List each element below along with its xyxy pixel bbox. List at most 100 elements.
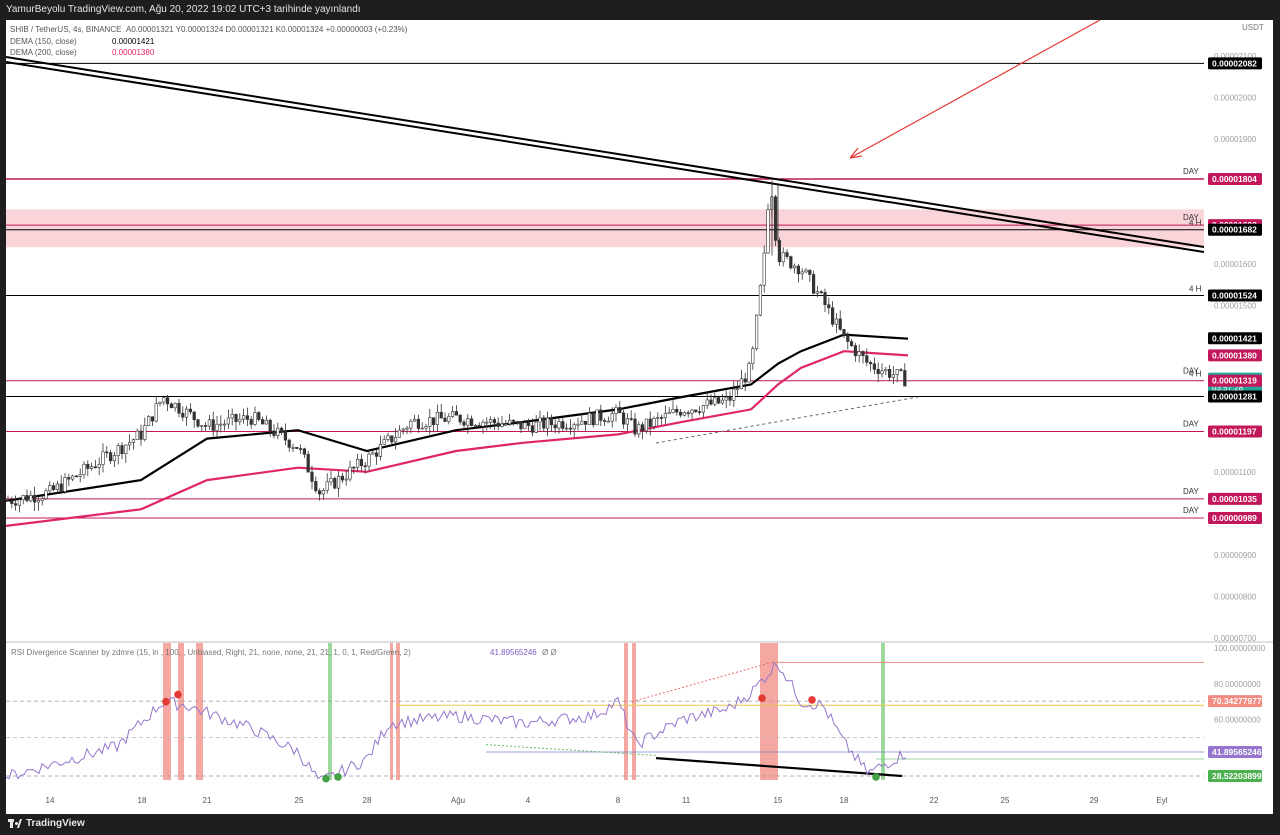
candle-body <box>511 419 516 422</box>
candle-body <box>302 448 307 455</box>
candle-body <box>105 451 109 454</box>
candle-body <box>196 419 200 427</box>
candle-body <box>868 362 873 365</box>
candle-body <box>283 431 288 441</box>
candle-body <box>903 370 907 387</box>
rsi-legend: RSI Divergence Scanner by zdmre (15, ln … <box>11 648 557 657</box>
candle-body <box>724 396 728 401</box>
level-note: DAY <box>1183 213 1200 222</box>
candle-body <box>359 458 364 467</box>
bearish-divergence-bar <box>760 643 778 780</box>
candle-body <box>644 418 648 432</box>
candle-body <box>549 417 553 426</box>
bearish-divergence-bar <box>178 643 184 780</box>
tradingview-logo[interactable]: TradingView <box>8 818 85 829</box>
candle-body <box>344 478 348 481</box>
candle-body <box>219 423 223 426</box>
candle-body <box>629 418 633 420</box>
level-note: DAY <box>1183 419 1200 428</box>
price-tag-label: 0.00002082 <box>1212 58 1257 68</box>
candle-body <box>853 345 857 357</box>
candle-body <box>488 419 493 423</box>
trendlines-layer <box>5 19 1205 444</box>
price-axis-tick: 0.00001100 <box>1214 468 1256 477</box>
candle-body <box>355 458 360 468</box>
candle-body <box>40 498 44 501</box>
candle-body <box>880 370 884 375</box>
candle-body <box>591 412 595 426</box>
candle-body <box>492 419 497 424</box>
candle-body <box>428 417 432 427</box>
candle-body <box>564 427 569 430</box>
candle-body <box>36 500 41 503</box>
candle-body <box>713 397 717 405</box>
legend-dema200-label: DEMA (200, close) <box>10 48 77 57</box>
price-tag <box>1208 57 1262 70</box>
candle-body <box>162 397 166 403</box>
candle-body <box>386 435 390 440</box>
candle-body <box>431 417 436 425</box>
candle-body <box>697 411 702 413</box>
price-tag-label: 0.00001319 <box>1212 376 1257 386</box>
candle-body <box>678 411 683 416</box>
candle-body <box>253 412 257 425</box>
candle-body <box>640 424 645 432</box>
candle-body <box>667 412 671 414</box>
rsi-tag <box>1208 769 1262 782</box>
level-note: DAY <box>1183 367 1200 376</box>
candle-body <box>709 399 713 405</box>
rsi-tag-label: 70.34277977 <box>1212 696 1262 706</box>
candle-body <box>675 409 679 413</box>
time-axis-label: 15 <box>774 796 783 805</box>
candle-body <box>652 418 656 427</box>
candle-body <box>257 412 261 420</box>
publisher-bar: YamurBeyolu TradingView.com, Ağu 20, 202… <box>0 0 1280 22</box>
time-axis-label: 4 <box>526 796 531 805</box>
candle-body <box>14 503 18 506</box>
candle-body <box>268 419 272 432</box>
candle-body <box>131 439 135 443</box>
candle-body <box>90 466 94 469</box>
candle-body <box>637 424 641 435</box>
price-axis-tick: 0.00002100 <box>1214 52 1257 61</box>
candle-body <box>450 411 455 417</box>
price-tag-label: 0.00001682 <box>1212 225 1257 235</box>
candle-body <box>572 424 576 430</box>
candle-body <box>150 416 155 422</box>
candle-body <box>796 265 800 275</box>
candle-body <box>466 418 470 426</box>
candle-body <box>276 427 280 436</box>
candle-body <box>625 418 629 425</box>
candle-body <box>336 475 341 489</box>
candle-body <box>663 412 667 419</box>
price-tag <box>1208 223 1262 236</box>
candle-body <box>496 422 500 427</box>
candle-body <box>86 463 90 469</box>
level-note: 4 H <box>1189 219 1202 228</box>
price-tag <box>1208 173 1262 185</box>
price-tag-label: 0.00001035 <box>1212 494 1257 504</box>
candle-body <box>580 420 584 425</box>
candle-body <box>891 374 895 378</box>
descending-trendline-upper <box>5 56 1205 248</box>
level-note: DAY <box>1183 487 1200 496</box>
candle-body <box>21 495 25 501</box>
candle-body <box>743 378 747 383</box>
candle-body <box>393 436 398 443</box>
candle-body <box>542 417 546 429</box>
candle-body <box>773 196 778 241</box>
time-axis-label: 21 <box>203 796 212 805</box>
rsi-bear-divergence <box>631 661 773 703</box>
candle-body <box>659 417 664 419</box>
candle-body <box>618 407 622 414</box>
candle-body <box>523 422 527 430</box>
candles-layer <box>6 180 907 513</box>
candle-body <box>815 291 819 294</box>
chart-frame: 0.00002100 0.00002000 0.00001900 0.00001600… <box>5 19 1273 814</box>
candle-body <box>538 417 542 423</box>
tradingview-wordmark: TradingView <box>26 818 85 829</box>
candle-body <box>633 418 637 435</box>
chart-canvas[interactable]: 0.00002100 0.00002000 0.00001900 0.00001600… <box>5 19 1273 814</box>
legend: SHIB / TetherUS, 4s, BINANCE A0.00001321… <box>10 25 408 57</box>
bullish-signal-dot <box>322 774 330 783</box>
